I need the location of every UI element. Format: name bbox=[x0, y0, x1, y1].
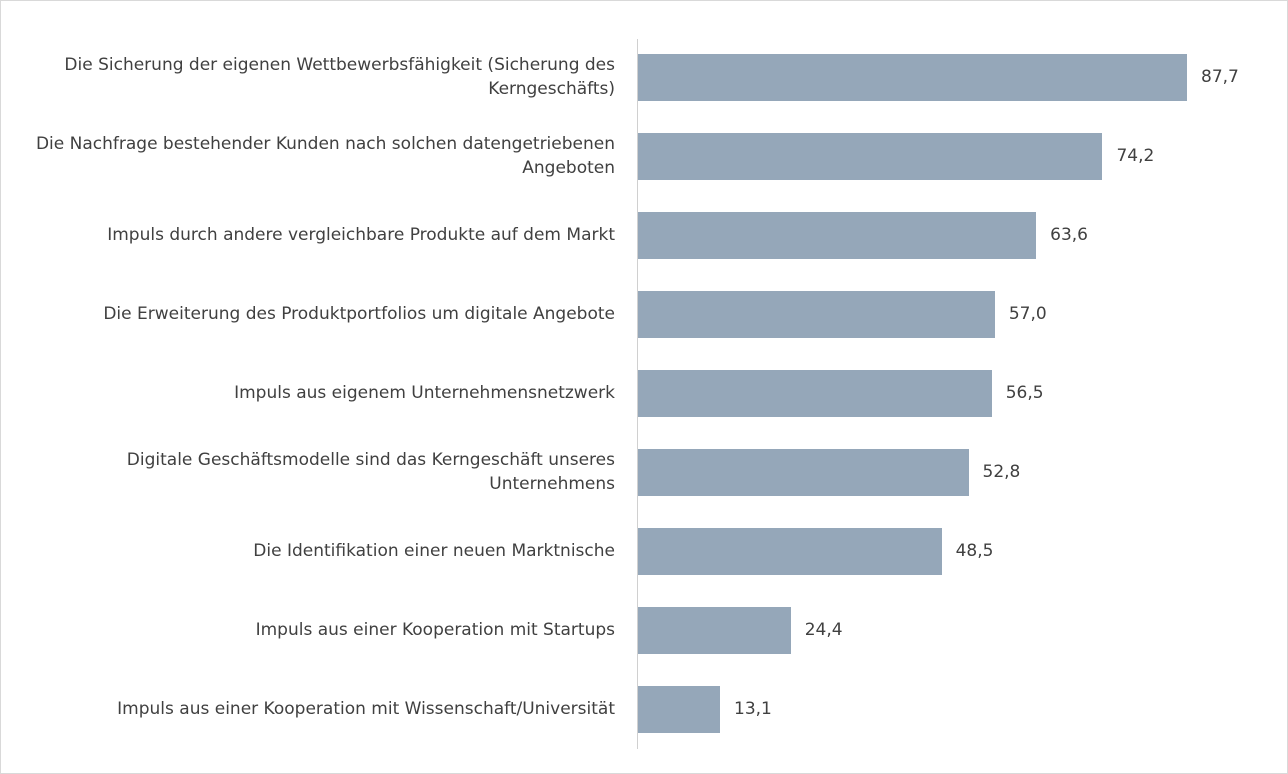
bar bbox=[638, 132, 1103, 180]
bar bbox=[638, 53, 1187, 101]
category-label: Digitale Geschäftsmodelle sind das Kerng… bbox=[126, 450, 615, 494]
bar bbox=[638, 369, 992, 417]
category-label: Die Nachfrage bestehender Kunden nach so… bbox=[35, 134, 615, 178]
bar bbox=[638, 606, 791, 654]
value-label: 48,5 bbox=[955, 541, 994, 561]
value-label: 63,6 bbox=[1050, 225, 1088, 245]
value-label: 52,8 bbox=[982, 462, 1021, 482]
category-axis bbox=[637, 39, 638, 749]
category-label: Impuls aus einer Kooperation mit Wissens… bbox=[117, 699, 615, 719]
value-label: 24,4 bbox=[804, 620, 843, 640]
value-label: 56,5 bbox=[1005, 383, 1044, 403]
bar bbox=[638, 527, 942, 575]
bar bbox=[638, 211, 1037, 259]
value-label: 13,1 bbox=[734, 699, 772, 719]
value-label: 74,2 bbox=[1116, 146, 1155, 166]
bar bbox=[638, 448, 969, 496]
bar bbox=[638, 290, 995, 338]
category-label: Impuls aus eigenem Unternehmensnetzwerk bbox=[234, 383, 615, 403]
value-label: 87,7 bbox=[1201, 67, 1239, 87]
value-label: 57,0 bbox=[1008, 304, 1047, 324]
category-label: Impuls durch andere vergleichbare Produk… bbox=[107, 225, 615, 245]
category-label: Impuls aus einer Kooperation mit Startup… bbox=[255, 620, 615, 640]
category-label: Die Identifikation einer neuen Marktnisc… bbox=[253, 541, 615, 561]
bar bbox=[638, 685, 720, 733]
category-label: Die Sicherung der eigenen Wettbewerbsfäh… bbox=[64, 55, 615, 99]
category-label: Die Erweiterung des Produktportfolios um… bbox=[103, 304, 615, 324]
